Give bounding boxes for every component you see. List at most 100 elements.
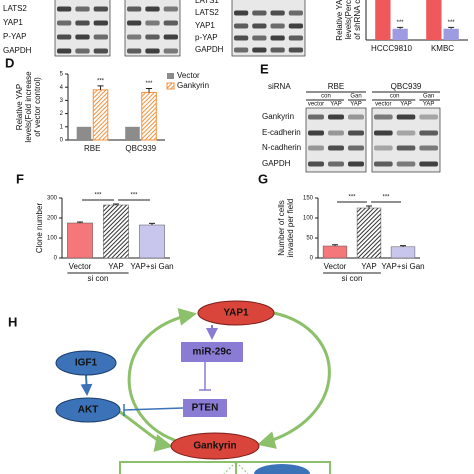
x-tick-label: HCCC9810 [371,44,412,53]
y-tick-label: 100 [303,216,314,222]
blot-band [57,34,72,40]
y-tick-label: 0 [310,256,314,262]
blot-row-label: LATS2 [195,8,219,17]
blot-band [348,161,364,167]
blot-band [75,48,90,54]
node-shape [183,399,227,417]
blot-band [270,35,285,41]
blot-band [127,34,142,40]
bar [103,204,129,259]
significance: *** [382,195,390,201]
blot-band [374,130,393,136]
y-tick-label: 4 [60,85,64,91]
blot-subheader: con [321,94,331,100]
blot-row-label: Gankyrin [262,112,294,121]
x-tick-label: YAP [361,262,376,271]
x-tick-label: Vector [324,262,347,271]
blot-band [127,48,142,54]
edge [127,307,197,444]
blot-row-label: N-cadherin [262,143,301,152]
blot-band [288,47,303,53]
y-axis-label: levels(Perce [344,0,353,40]
blot-group: RBE [328,82,344,91]
blot-band [328,114,344,120]
blot-band [270,23,285,29]
blot-band [163,6,178,12]
blot-band [163,48,178,54]
blot-band [252,35,267,41]
blot-row-label: GAPDH [195,45,224,54]
y-axis-label: of vector control) [33,77,42,137]
y-tick-label: 1 [60,124,64,130]
blot-band [252,23,267,29]
blot-row-label: GAPDH [3,46,32,55]
bar [322,245,348,259]
blot-band [419,130,438,136]
blot-band [308,145,324,151]
blot-band [374,114,393,120]
blot-lane: vector [375,102,391,108]
blot-band [93,34,108,40]
blot-lane: YAP [423,102,435,108]
x-tick-label: YAP [108,262,123,271]
bracket [119,461,331,474]
y-tick-label: 5 [60,72,64,78]
x-tick-label: RBE [84,144,100,153]
bar [426,0,442,40]
node-label: IGF1 [75,358,98,369]
node-shape [181,342,243,362]
blot-band [93,48,108,54]
blot-lane: vector [308,102,324,108]
significance: *** [448,20,456,26]
blot-band [75,6,90,12]
significance: *** [94,193,102,199]
y-axis-label: Relative YAP [335,0,344,41]
legend-label: Gankyrin [177,81,209,90]
blot-band [308,130,324,136]
blot-band [252,47,267,53]
blot-band [93,6,108,12]
blot-subheader: con [390,94,400,100]
inhibit [199,362,211,391]
bar [392,28,408,40]
y-tick-label: 2 [60,111,64,117]
node-label: PTEN [192,403,219,414]
error-bar [397,26,404,29]
error-bar [366,205,372,208]
x-tick-label: KMBC [431,44,454,53]
significance: *** [348,195,356,201]
blot-band [93,20,108,26]
blot-row-label: E-cadherin [262,128,301,137]
blot-subheader: Gan [350,94,361,100]
blot-band [374,145,393,151]
error-bar [332,244,338,246]
blot-row-label: YAP1 [195,21,215,30]
blot-group: QBC939 [391,82,422,91]
blot-subheader: Gan [423,94,434,100]
blot-band [308,114,324,120]
error-bar [149,222,155,225]
blot-band [348,114,364,120]
blot-band [163,34,178,40]
blot-band [127,20,142,26]
group-label: si con [88,274,109,283]
edge [257,311,331,449]
blot-lane: YAP [400,102,412,108]
y-axis-label: levels(Fold increase [24,71,33,143]
bar [375,0,391,40]
significance: *** [97,78,105,84]
panel-label: D [5,55,14,70]
diagram-edges [80,307,331,474]
inhibit [123,404,184,416]
blot-band [328,130,344,136]
blot-band [145,34,160,40]
error-bar [97,85,104,90]
x-tick-label: YAP+si Gan [381,262,424,271]
blot-band [57,6,72,12]
bar [76,126,92,140]
y-axis-label: Number of cells [277,200,286,256]
blot-band [234,47,249,53]
blot-band [288,10,303,16]
panel-label: G [258,171,268,186]
y-axis-label: Relative YAP [15,84,24,130]
